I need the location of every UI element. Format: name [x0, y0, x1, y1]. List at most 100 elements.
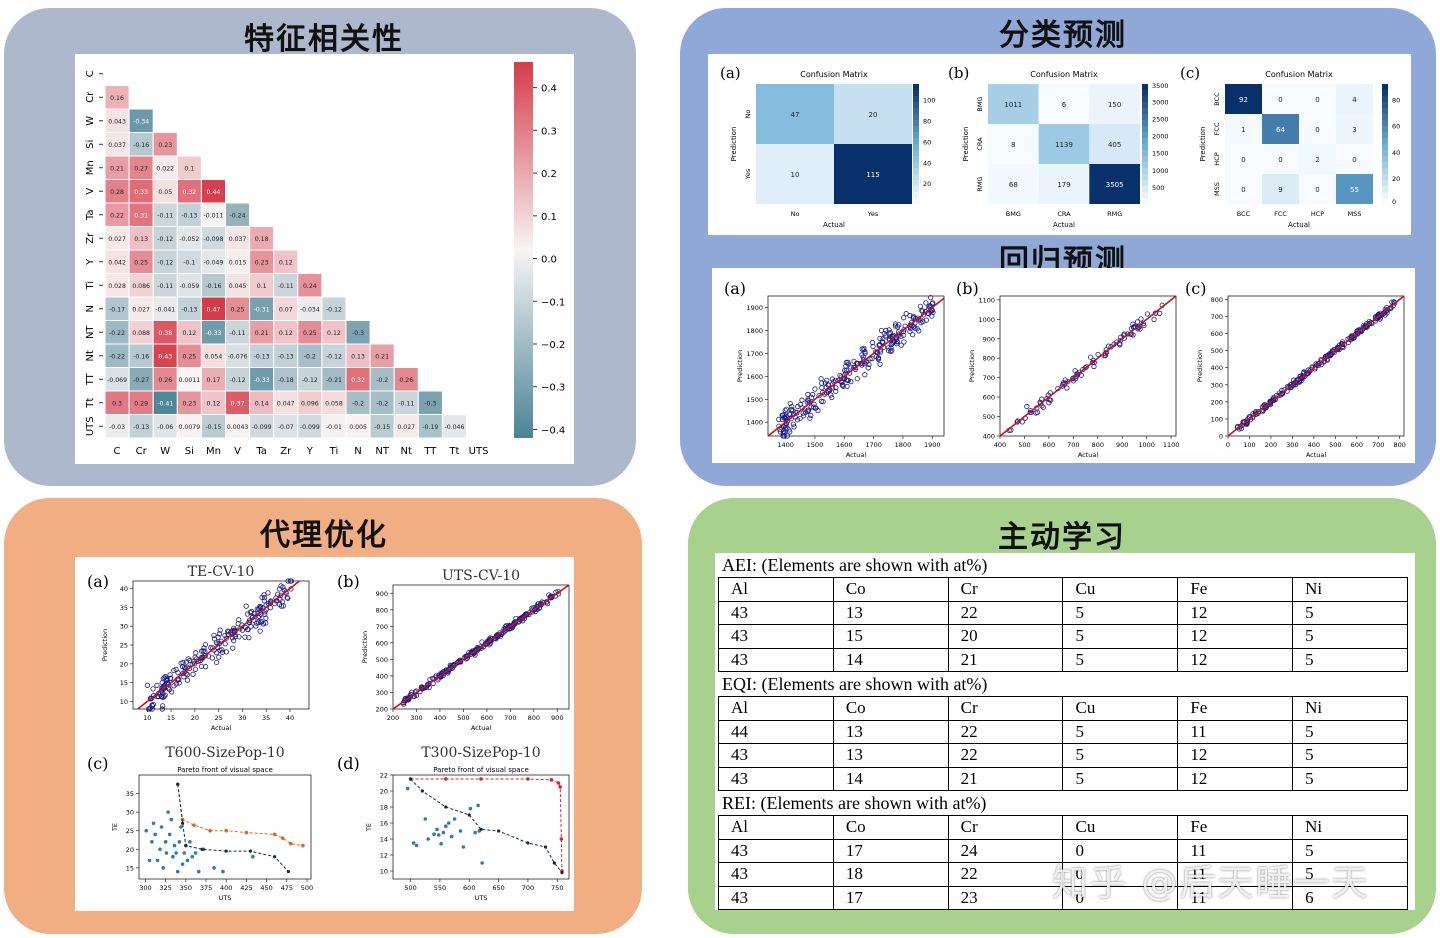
confusion-y-label: FCC — [1213, 122, 1221, 135]
x-tick-label: 600 — [481, 714, 493, 722]
classification-title: 分类预测 — [999, 18, 1127, 53]
plot-subtitle: Pareto front of visual space — [433, 766, 529, 774]
data-point — [229, 635, 235, 641]
table-header-cell: Cr — [947, 577, 1064, 602]
y-tick-label: 800 — [1211, 296, 1223, 304]
y-tick-label: 400 — [983, 433, 995, 441]
x-tick-label: 900 — [1116, 441, 1128, 449]
heatmap-value: 0.25 — [303, 330, 317, 337]
data-point — [198, 663, 205, 669]
data-point — [794, 417, 801, 423]
heatmap-value: 0.037 — [108, 142, 126, 149]
pareto-point — [180, 862, 185, 866]
y-tick-label: 10 — [120, 698, 128, 706]
heatmap-value: 0.17 — [207, 377, 221, 384]
heatmap-value: -0.069 — [107, 377, 127, 384]
heatmap-value: -0.1 — [183, 259, 195, 266]
heatmap-value: 0.26 — [158, 377, 172, 384]
confusion-x-label: CRA — [1057, 210, 1071, 218]
data-point — [242, 634, 248, 640]
heatmap-value: -0.15 — [374, 424, 390, 431]
data-point — [222, 632, 228, 639]
data-point — [889, 347, 895, 354]
confusion-colorbar-segment — [1382, 156, 1388, 163]
data-point — [919, 308, 926, 314]
data-point — [915, 315, 921, 321]
data-point — [848, 379, 854, 385]
pareto-point — [461, 845, 466, 849]
data-point — [819, 385, 825, 391]
table-cell: 14 — [832, 766, 949, 791]
pareto-front-point — [558, 785, 562, 789]
data-point — [828, 392, 834, 398]
plot-title: TE-CV-10 — [188, 564, 255, 580]
confusion-x-label: No — [791, 210, 800, 218]
parity-line — [767, 297, 945, 437]
heatmap-value: 0.07 — [279, 306, 293, 313]
heatmap-value: -0.059 — [179, 283, 199, 290]
heatmap-value: -0.2 — [376, 377, 388, 384]
data-point — [1151, 316, 1157, 323]
table-header-cell: Co — [832, 815, 949, 840]
data-point — [818, 398, 825, 404]
y-tick-label: 15 — [126, 864, 134, 872]
data-point — [887, 334, 894, 340]
table-cell: 14 — [832, 647, 949, 672]
heatmap-value: 0.27 — [134, 165, 148, 172]
heatmap-col-label: Y — [306, 446, 314, 457]
surrogate-title: 代理优化 — [260, 518, 388, 553]
confusion-value: 55 — [1350, 186, 1359, 194]
pareto-point — [174, 851, 178, 855]
data-point — [862, 372, 868, 378]
pareto-point — [212, 866, 216, 870]
data-point — [200, 648, 206, 654]
data-point — [262, 611, 268, 618]
pareto-point — [188, 840, 192, 844]
heatmap-value: -0.13 — [181, 306, 197, 313]
heatmap-value: 0.045 — [229, 283, 247, 290]
y-tick-label: 20 — [380, 788, 388, 796]
data-point — [886, 345, 892, 351]
pareto-front-point — [192, 823, 196, 827]
data-point — [258, 604, 264, 610]
table-cell: 23 — [947, 885, 1064, 910]
data-point — [246, 635, 252, 641]
table-cell: 20 — [947, 624, 1064, 649]
colorbar-tick-label: 0.4 — [541, 84, 557, 95]
heatmap-value: 0.18 — [255, 236, 269, 243]
data-point — [144, 682, 150, 688]
pareto-front-colored — [177, 784, 304, 847]
heatmap-value: -0.16 — [205, 283, 221, 290]
heatmap-value: -0.034 — [300, 306, 320, 313]
heatmap-value: 0.037 — [229, 236, 247, 243]
x-tick-label: 1700 — [865, 441, 882, 449]
data-point — [854, 360, 860, 366]
data-point — [1134, 319, 1141, 325]
confusion-colorbar-segment — [1382, 150, 1388, 157]
x-tick-label: 500 — [457, 714, 469, 722]
data-point — [243, 603, 249, 609]
data-point — [810, 404, 817, 410]
data-point — [920, 319, 926, 325]
y-axis-label: Prediction — [361, 631, 369, 663]
data-point — [184, 677, 191, 683]
data-point — [159, 706, 165, 712]
data-point — [784, 418, 791, 424]
heatmap-row-label: W — [85, 116, 96, 126]
data-point — [533, 605, 539, 611]
y-axis-label: Prediction — [968, 350, 976, 382]
x-tick-label: 400 — [994, 441, 1006, 449]
data-point — [1040, 404, 1046, 410]
table-header-cell: Ni — [1292, 696, 1408, 721]
surrogate-plots: 10 15 20 25 30 35 40 10 15 20 25 30 35 40 Actual Predic… — [87, 564, 570, 902]
y-axis-label: Prediction — [1196, 350, 1204, 382]
data-point — [808, 394, 815, 400]
heatmap-value: -0.16 — [133, 142, 149, 149]
data-point — [171, 683, 177, 689]
confusion-colorbar-segment — [1142, 150, 1148, 157]
y-tick-label: 25 — [126, 827, 134, 835]
data-point — [839, 382, 845, 388]
heatmap-value: -0.098 — [203, 236, 223, 243]
table-cell: 5 — [1292, 838, 1408, 863]
data-point — [862, 349, 868, 355]
